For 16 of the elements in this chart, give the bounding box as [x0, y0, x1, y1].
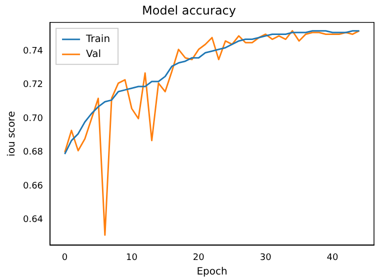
y-tick-label: 0.66 [22, 181, 44, 192]
x-tick-label: 30 [260, 252, 272, 263]
x-tick-label: 10 [126, 252, 138, 263]
y-tick-label: 0.70 [22, 114, 44, 124]
x-axis-title: Epoch [196, 266, 228, 278]
legend-label: Train [85, 34, 110, 45]
x-tick-label: 0 [62, 252, 68, 263]
y-axis-title: iou score [6, 111, 18, 156]
x-tick-label: 20 [192, 252, 205, 263]
y-tick-label: 0.68 [22, 148, 44, 158]
legend-label: Val [86, 48, 102, 60]
x-tick-label: 40 [326, 252, 338, 263]
chart-title: Model accuracy [142, 3, 236, 18]
y-tick-label: 0.74 [22, 46, 44, 56]
y-tick-label: 0.72 [22, 80, 44, 90]
y-tick-label: 0.64 [22, 215, 44, 226]
